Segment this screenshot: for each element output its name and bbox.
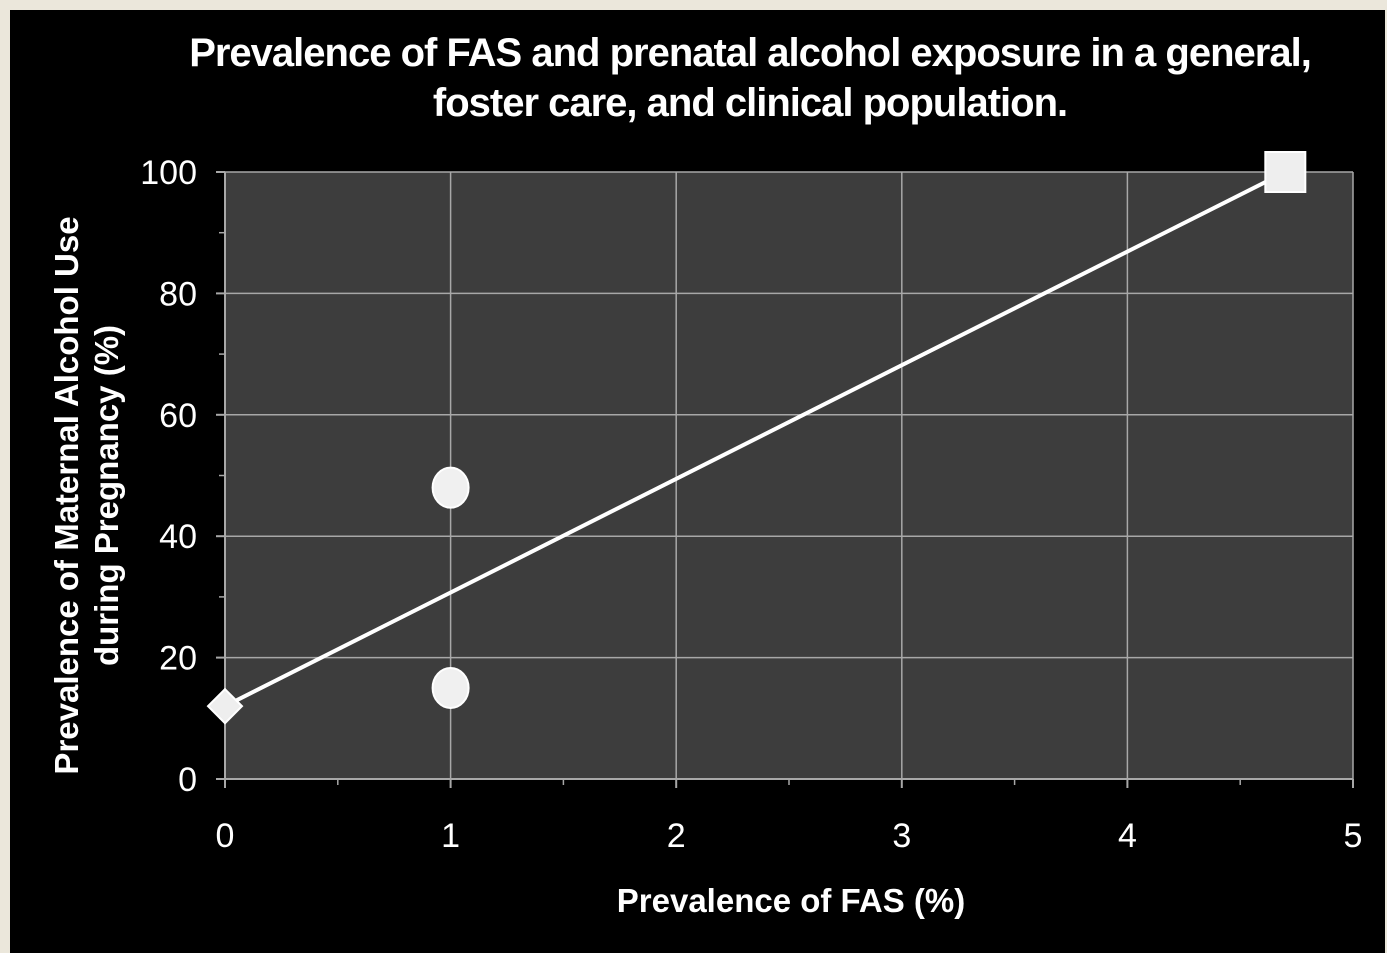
y-tick-label: 100 xyxy=(140,154,197,192)
y-tick-label: 60 xyxy=(159,397,197,435)
x-tick-label: 0 xyxy=(216,817,235,855)
plot-area xyxy=(225,172,1353,779)
data-point-circle xyxy=(431,666,470,709)
x-tick-label: 1 xyxy=(441,817,460,855)
data-point-circle xyxy=(431,466,470,509)
x-tick-label: 4 xyxy=(1118,817,1137,855)
data-point-diamond xyxy=(206,687,244,725)
y-axis-title-line2: during Pregnancy (%) xyxy=(88,325,125,666)
x-tick-label: 2 xyxy=(667,817,686,855)
y-axis-ticks: 0 20 40 60 80 100 xyxy=(140,154,197,799)
data-points xyxy=(206,151,1307,725)
y-tick-label: 40 xyxy=(159,518,197,556)
y-tick-label: 0 xyxy=(178,761,197,799)
y-axis-title-line1: Prevalence of Maternal Alcohol Use xyxy=(48,216,85,774)
y-tick-label: 20 xyxy=(159,640,197,678)
trendline-group xyxy=(224,170,1287,708)
x-axis-ticks: 0 1 2 3 4 5 xyxy=(216,817,1363,855)
data-point-square xyxy=(1264,151,1307,193)
trendline xyxy=(224,170,1287,708)
x-axis-title: Prevalence of FAS (%) xyxy=(617,882,965,919)
x-tick-label: 5 xyxy=(1344,817,1363,855)
y-tick-label: 80 xyxy=(159,275,197,313)
axes xyxy=(216,171,1354,788)
x-tick-label: 3 xyxy=(892,817,911,855)
chart-title: Prevalence of FAS and prenatal alcohol e… xyxy=(189,31,1312,125)
